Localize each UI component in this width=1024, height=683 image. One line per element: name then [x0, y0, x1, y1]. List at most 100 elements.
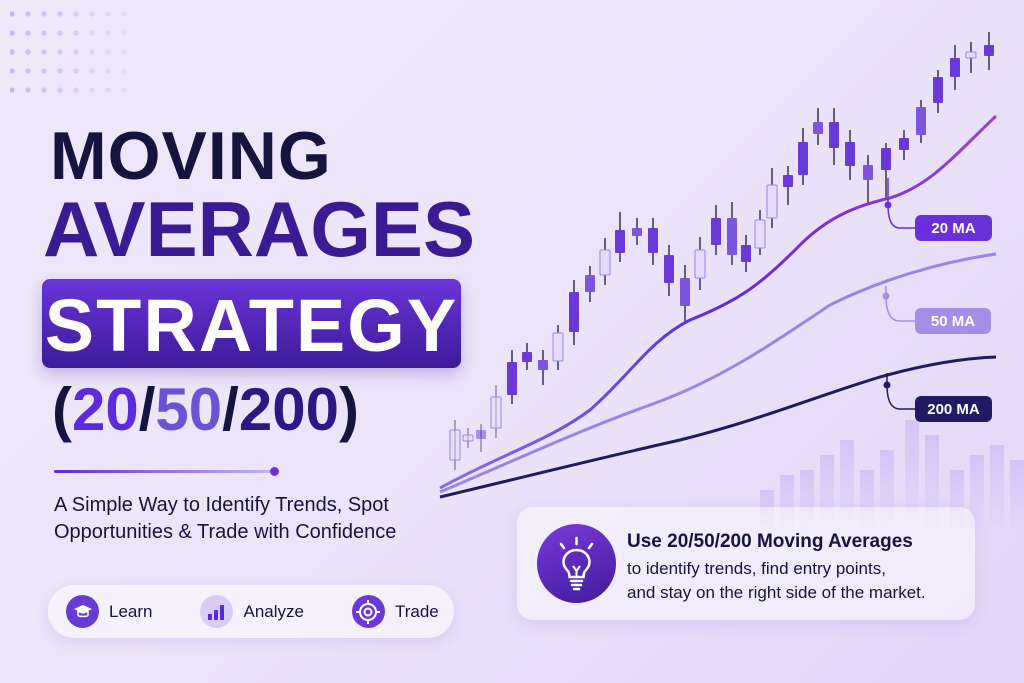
period-200: 200 [238, 376, 339, 443]
candle [599, 238, 611, 285]
dot [89, 87, 95, 93]
dot [73, 87, 79, 93]
background-bar [860, 470, 874, 533]
candle [813, 108, 823, 145]
divider-dot [270, 467, 279, 476]
period-50: 50 [155, 376, 223, 443]
dot [121, 49, 127, 55]
slash: / [222, 376, 239, 443]
dot [10, 11, 15, 17]
dot [105, 68, 111, 74]
dot [73, 30, 79, 36]
candle [462, 428, 474, 448]
dot [41, 68, 47, 74]
candle [965, 42, 977, 73]
candle [507, 350, 517, 404]
dot [25, 30, 31, 36]
dot [105, 30, 111, 36]
candle [449, 420, 461, 470]
callout-body-line: and stay on the right side of the market… [627, 583, 926, 602]
dot [10, 87, 15, 93]
dot [25, 11, 31, 17]
dot [25, 87, 31, 93]
candle [829, 108, 839, 165]
candle [585, 266, 595, 302]
candle [881, 143, 891, 198]
callout-body-line: to identify trends, find entry points, [627, 559, 886, 578]
background-bar [840, 440, 854, 533]
dot [57, 30, 63, 36]
dot [89, 30, 95, 36]
tip-callout: Use 20/50/200 Moving Averages to identif… [517, 507, 975, 620]
dot [105, 49, 111, 55]
background-bar [1010, 460, 1024, 533]
background-bar [820, 455, 834, 533]
candle [863, 155, 873, 205]
graduation-cap-icon [66, 595, 99, 628]
candle [552, 325, 564, 370]
dot [41, 11, 47, 17]
pill-item-learn: Learn [66, 595, 152, 628]
candle [711, 205, 721, 255]
candle [754, 210, 766, 255]
feature-pill: Learn Analyze Trade [48, 585, 454, 638]
candles [449, 32, 994, 470]
candle [476, 424, 486, 452]
ma-200-label: 200 MA [915, 396, 992, 422]
ma-20-label: 20 MA [915, 215, 992, 241]
ma-50-line [439, 252, 997, 494]
dot [73, 49, 79, 55]
title-highlight-box: STRATEGY [42, 279, 461, 368]
ma-20-line [439, 114, 998, 490]
target-icon [351, 595, 385, 628]
candle [845, 130, 855, 180]
dot [57, 87, 63, 93]
background-bar [780, 475, 794, 533]
candle [899, 130, 909, 160]
dot [57, 49, 63, 55]
background-bar [990, 445, 1004, 533]
candle [615, 212, 625, 262]
dot [57, 11, 63, 17]
dot [73, 68, 79, 74]
candle [522, 343, 532, 370]
candle [766, 168, 778, 228]
candle [950, 45, 960, 90]
dot [25, 68, 31, 74]
title-periods: (20/50/200) [52, 380, 359, 440]
dot [105, 87, 111, 93]
pill-label: Analyze [243, 601, 304, 621]
candle [538, 350, 548, 385]
dot [121, 11, 127, 17]
callout-heading: Use 20/50/200 Moving Averages [627, 531, 913, 552]
pill-item-analyze: Analyze [200, 595, 304, 628]
background-bar [970, 455, 984, 533]
pill-item-trade: Trade [351, 595, 439, 628]
dot [89, 11, 95, 17]
paren-close: ) [338, 376, 359, 443]
dot [89, 49, 95, 55]
candle [727, 202, 737, 265]
candle [490, 385, 502, 438]
candle [916, 100, 926, 143]
dot [121, 87, 127, 93]
title-line-2: AVERAGES [43, 185, 475, 273]
dot [10, 68, 15, 74]
background-bars [760, 420, 1024, 533]
dot [121, 68, 127, 74]
period-20: 20 [71, 376, 139, 443]
dot [89, 68, 95, 74]
dot [73, 11, 79, 17]
candle [798, 128, 808, 185]
dot [105, 11, 111, 17]
pill-label: Learn [109, 601, 153, 621]
dot [10, 49, 15, 55]
background-bar [800, 470, 814, 533]
candle [933, 70, 943, 113]
candle [632, 218, 642, 245]
candle [984, 32, 994, 70]
subtitle: A Simple Way to Identify Trends, Spot Op… [54, 494, 397, 543]
title-line-3: STRATEGY [44, 284, 459, 367]
divider [54, 470, 274, 473]
